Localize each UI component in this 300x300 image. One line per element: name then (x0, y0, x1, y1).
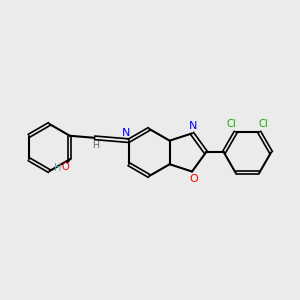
Text: N: N (122, 128, 131, 139)
Text: N: N (188, 121, 197, 131)
Text: H: H (92, 140, 99, 149)
Text: H: H (54, 164, 61, 173)
Text: Cl: Cl (226, 119, 236, 129)
Text: O: O (189, 174, 198, 184)
Text: Cl: Cl (259, 119, 269, 129)
Text: O: O (61, 161, 69, 172)
